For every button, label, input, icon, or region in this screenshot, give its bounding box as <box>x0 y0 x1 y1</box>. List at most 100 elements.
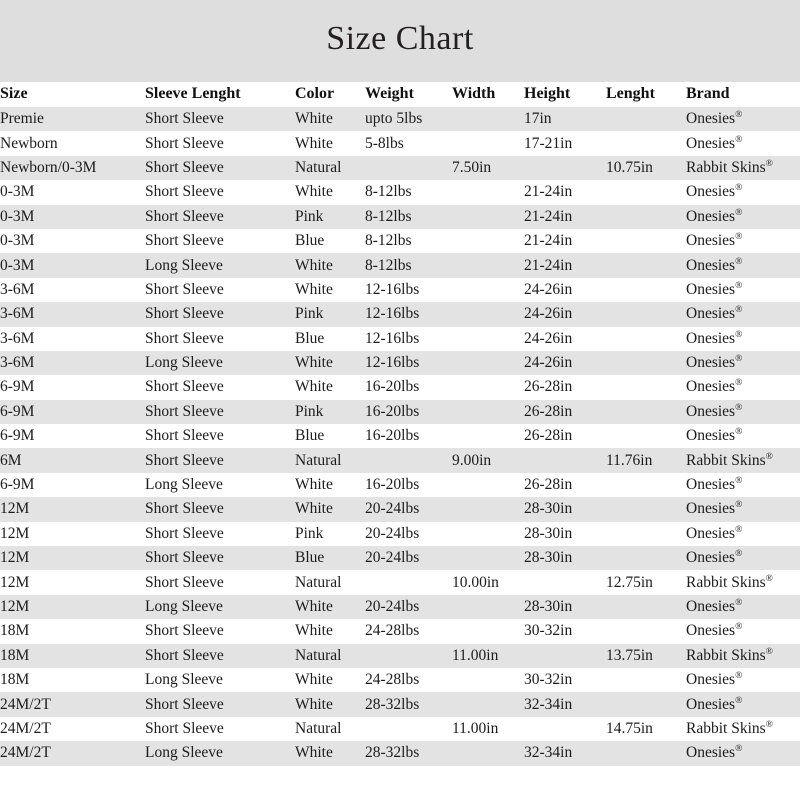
cell-color: White <box>295 594 365 620</box>
cell-lenght <box>606 521 686 547</box>
registered-trademark-icon: ® <box>735 279 743 291</box>
cell-brand: Rabbit Skins® <box>686 448 800 473</box>
cell-width: 10.00in <box>452 570 524 595</box>
registered-trademark-icon: ® <box>735 255 743 267</box>
registered-trademark-icon: ® <box>735 328 743 340</box>
registered-trademark-icon: ® <box>735 401 743 413</box>
cell-sleeve: Short Sleeve <box>145 204 295 229</box>
registered-trademark-icon: ® <box>765 572 773 584</box>
table-row: Premie Short Sleeve White upto 5lbs 17in Ones… <box>0 107 800 132</box>
cell-lenght <box>606 594 686 620</box>
cell-size: 12M <box>0 521 145 547</box>
cell-size: 12M <box>0 594 145 620</box>
cell-lenght <box>606 399 686 425</box>
registered-trademark-icon: ® <box>765 157 773 169</box>
cell-color: White <box>295 619 365 644</box>
cell-size: 18M <box>0 619 145 644</box>
cell-brand: Onesies® <box>686 277 800 303</box>
table-row: 12M Short Sleeve Natural 10.00in 12.75in Rabb… <box>0 570 800 595</box>
cell-sleeve: Long Sleeve <box>145 472 295 498</box>
cell-sleeve: Short Sleeve <box>145 302 295 327</box>
registered-trademark-icon: ® <box>735 109 743 121</box>
table-row: 6-9M Short Sleeve White 16-20lbs 26-28in Ones… <box>0 375 800 400</box>
cell-sleeve: Short Sleeve <box>145 643 295 668</box>
cell-sleeve: Short Sleeve <box>145 277 295 303</box>
cell-weight: 8-12lbs <box>365 228 452 254</box>
registered-trademark-icon: ® <box>735 182 743 194</box>
header-row: Size Sleeve Lenght Color Weight Width Height L… <box>0 82 800 107</box>
registered-trademark-icon: ® <box>735 206 743 218</box>
cell-color: White <box>295 253 365 278</box>
size-chart-table: Size Sleeve Lenght Color Weight Width Height L… <box>0 82 800 766</box>
registered-trademark-icon: ® <box>765 645 773 657</box>
cell-height: 26-28in <box>524 424 606 449</box>
cell-size: 6-9M <box>0 375 145 400</box>
cell-weight: 8-12lbs <box>365 204 452 229</box>
cell-size: 3-6M <box>0 350 145 376</box>
cell-height: 21-24in <box>524 180 606 205</box>
cell-width <box>452 399 524 425</box>
cell-brand: Onesies® <box>686 326 800 351</box>
cell-brand: Onesies® <box>686 302 800 327</box>
cell-weight: 16-20lbs <box>365 375 452 400</box>
cell-color: White <box>295 667 365 693</box>
registered-trademark-icon: ® <box>735 548 743 560</box>
cell-size: 12M <box>0 570 145 595</box>
cell-height: 28-30in <box>524 497 606 522</box>
table-header: Size Sleeve Lenght Color Weight Width Height L… <box>0 82 800 107</box>
cell-height: 17-21in <box>524 131 606 156</box>
table-body: Premie Short Sleeve White upto 5lbs 17in Ones… <box>0 107 800 766</box>
cell-sleeve: Short Sleeve <box>145 521 295 547</box>
table-row: 3-6M Long Sleeve White 12-16lbs 24-26in Onesi… <box>0 350 800 376</box>
cell-width <box>452 619 524 644</box>
cell-weight: 12-16lbs <box>365 302 452 327</box>
cell-weight <box>365 643 452 668</box>
cell-color: Natural <box>295 643 365 668</box>
cell-lenght <box>606 277 686 303</box>
cell-height: 30-32in <box>524 667 606 693</box>
cell-color: White <box>295 107 365 132</box>
cell-color: Pink <box>295 521 365 547</box>
cell-lenght: 11.76in <box>606 448 686 473</box>
table-row: 6-9M Long Sleeve White 16-20lbs 26-28in Onesi… <box>0 472 800 498</box>
cell-brand: Onesies® <box>686 107 800 132</box>
cell-size: 18M <box>0 667 145 693</box>
cell-height: 26-28in <box>524 472 606 498</box>
column-header-lenght: Lenght <box>606 82 686 107</box>
cell-brand: Rabbit Skins® <box>686 155 800 181</box>
registered-trademark-icon: ® <box>765 450 773 462</box>
cell-lenght <box>606 472 686 498</box>
registered-trademark-icon: ® <box>735 499 743 511</box>
table-row: 12M Short Sleeve Pink 20-24lbs 28-30in Onesie… <box>0 521 800 547</box>
cell-brand: Rabbit Skins® <box>686 570 800 595</box>
registered-trademark-icon: ® <box>735 743 743 755</box>
cell-width: 11.00in <box>452 716 524 742</box>
cell-height <box>524 643 606 668</box>
cell-weight <box>365 155 452 181</box>
cell-height: 21-24in <box>524 228 606 254</box>
cell-color: White <box>295 131 365 156</box>
table-row: 24M/2T Short Sleeve Natural 11.00in 14.75in R… <box>0 716 800 742</box>
cell-brand: Onesies® <box>686 131 800 156</box>
cell-brand: Onesies® <box>686 546 800 571</box>
column-header-weight: Weight <box>365 82 452 107</box>
cell-width <box>452 204 524 229</box>
cell-height <box>524 570 606 595</box>
cell-width <box>452 228 524 254</box>
cell-weight: 20-24lbs <box>365 546 452 571</box>
cell-weight <box>365 716 452 742</box>
registered-trademark-icon: ® <box>735 474 743 486</box>
cell-color: White <box>295 277 365 303</box>
cell-width: 11.00in <box>452 643 524 668</box>
cell-color: White <box>295 692 365 717</box>
cell-width <box>452 277 524 303</box>
table-row: 18M Long Sleeve White 24-28lbs 30-32in Onesie… <box>0 667 800 693</box>
table-row: 18M Short Sleeve White 24-28lbs 30-32in Onesi… <box>0 619 800 644</box>
table-row: Newborn/0-3M Short Sleeve Natural 7.50in 10.… <box>0 155 800 181</box>
cell-sleeve: Short Sleeve <box>145 155 295 181</box>
cell-height: 21-24in <box>524 204 606 229</box>
cell-lenght: 12.75in <box>606 570 686 595</box>
cell-brand: Onesies® <box>686 741 800 766</box>
cell-weight: 24-28lbs <box>365 667 452 693</box>
cell-size: 3-6M <box>0 277 145 303</box>
